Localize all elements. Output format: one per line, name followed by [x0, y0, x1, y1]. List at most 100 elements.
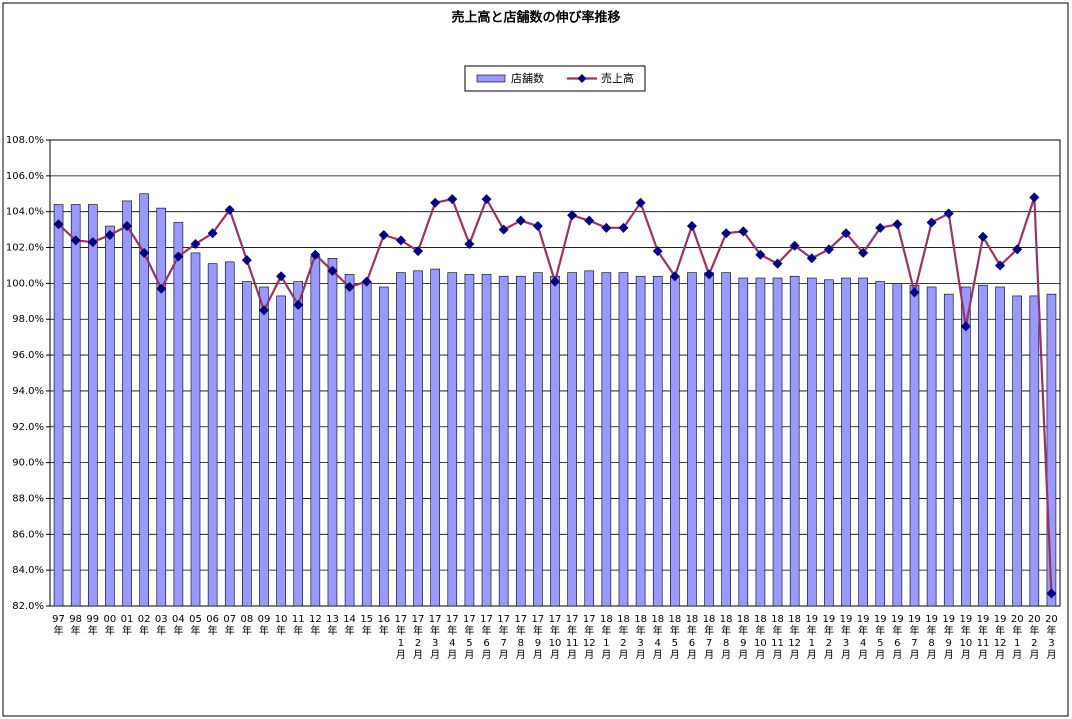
- legend-label: 売上高: [601, 71, 634, 85]
- bar: [498, 275, 509, 607]
- x-tick-label: 17年7月: [497, 614, 510, 661]
- y-tick-label: 96.0%: [12, 350, 44, 361]
- marker: [293, 299, 304, 310]
- y-tick-label: 104.0%: [6, 207, 44, 218]
- x-tick-label: 02年: [137, 614, 151, 637]
- x-tick-label: 13年: [326, 614, 339, 637]
- bar: [87, 204, 98, 607]
- bar: [755, 277, 766, 607]
- x-tick-label: 19年9月: [942, 614, 956, 661]
- legend-marker: [577, 74, 587, 83]
- bar: [875, 281, 886, 607]
- marker: [926, 217, 937, 228]
- marker: [327, 265, 338, 276]
- x-tick-label: 97年: [52, 614, 65, 637]
- marker: [258, 305, 269, 316]
- marker: [789, 240, 800, 251]
- bar: [515, 275, 526, 607]
- marker: [995, 260, 1006, 271]
- bar: [293, 281, 304, 607]
- x-tick-label: 16年: [377, 614, 391, 637]
- bar: [806, 277, 817, 607]
- marker: [190, 238, 201, 249]
- marker: [53, 219, 64, 230]
- marker: [858, 247, 869, 258]
- chart-title: 売上高と店舗数の伸び率推移: [451, 10, 620, 26]
- bar: [670, 275, 680, 607]
- bar: [841, 277, 851, 607]
- bar: [207, 263, 218, 607]
- x-tick-label: 15年: [360, 614, 374, 637]
- y-tick-label: 90.0%: [12, 458, 44, 469]
- bar: [1012, 295, 1023, 607]
- x-tick-label: 03年: [154, 614, 168, 637]
- x-tick-label: 00年: [103, 614, 117, 637]
- marker: [104, 229, 115, 240]
- x-tick-label: 18年9月: [736, 614, 750, 661]
- x-tick-label: 18年3月: [634, 614, 647, 661]
- marker: [909, 287, 920, 298]
- marker: [430, 197, 441, 208]
- marker: [618, 222, 629, 233]
- x-tick-label: 05年: [189, 614, 202, 637]
- bar: [242, 281, 252, 607]
- bar: [738, 277, 749, 607]
- x-tick-label: 06年: [206, 614, 219, 637]
- bar: [652, 275, 663, 607]
- bar: [173, 222, 184, 607]
- x-tick-label: 18年12月: [788, 614, 802, 661]
- marker: [344, 281, 355, 292]
- marker: [652, 246, 663, 257]
- bar: [190, 252, 201, 607]
- x-tick-label: 11年: [291, 614, 305, 637]
- marker: [686, 221, 697, 232]
- marker: [738, 226, 749, 237]
- marker: [173, 251, 184, 262]
- x-tick-label: 07年: [223, 614, 237, 637]
- x-tick-label: 17年9月: [531, 614, 545, 661]
- x-tick-label: 99年: [86, 614, 100, 637]
- marker: [943, 208, 954, 219]
- marker: [806, 253, 817, 264]
- marker: [635, 197, 646, 208]
- marker: [960, 321, 971, 332]
- bar: [909, 284, 920, 607]
- y-tick-label: 98.0%: [12, 314, 44, 325]
- bar: [379, 286, 389, 607]
- x-tick-label: 18年10月: [754, 614, 767, 661]
- x-tick-label: 19年3月: [839, 614, 853, 661]
- legend-swatch: [476, 74, 506, 83]
- marker: [241, 255, 252, 266]
- bar: [978, 284, 988, 607]
- x-tick-label: 08年: [240, 614, 254, 637]
- bar: [635, 275, 646, 607]
- bar: [156, 207, 167, 607]
- x-tick-label: 17年11月: [565, 614, 579, 661]
- marker: [841, 228, 852, 239]
- marker: [361, 276, 372, 287]
- x-tick-label: 09年: [257, 614, 271, 637]
- marker: [122, 221, 133, 232]
- bar: [481, 274, 492, 607]
- marker: [207, 228, 218, 239]
- x-tick-label: 18年5月: [668, 614, 682, 661]
- x-tick-label: 19年10月: [959, 614, 973, 661]
- x-tick-label: 18年8月: [719, 614, 733, 661]
- marker: [823, 244, 834, 255]
- marker: [395, 235, 406, 246]
- marker: [464, 238, 475, 249]
- marker: [875, 222, 886, 233]
- x-tick-label: 17年2月: [411, 614, 425, 661]
- marker: [481, 194, 492, 205]
- marker: [755, 249, 766, 260]
- bar: [943, 293, 954, 607]
- x-tick-label: 20年2月: [1027, 614, 1041, 661]
- bar: [139, 193, 149, 607]
- marker: [584, 215, 595, 226]
- x-tick-label: 17年4月: [445, 614, 459, 661]
- x-tick-label: 12年: [308, 614, 322, 637]
- bar: [464, 274, 475, 607]
- bar: [122, 200, 132, 607]
